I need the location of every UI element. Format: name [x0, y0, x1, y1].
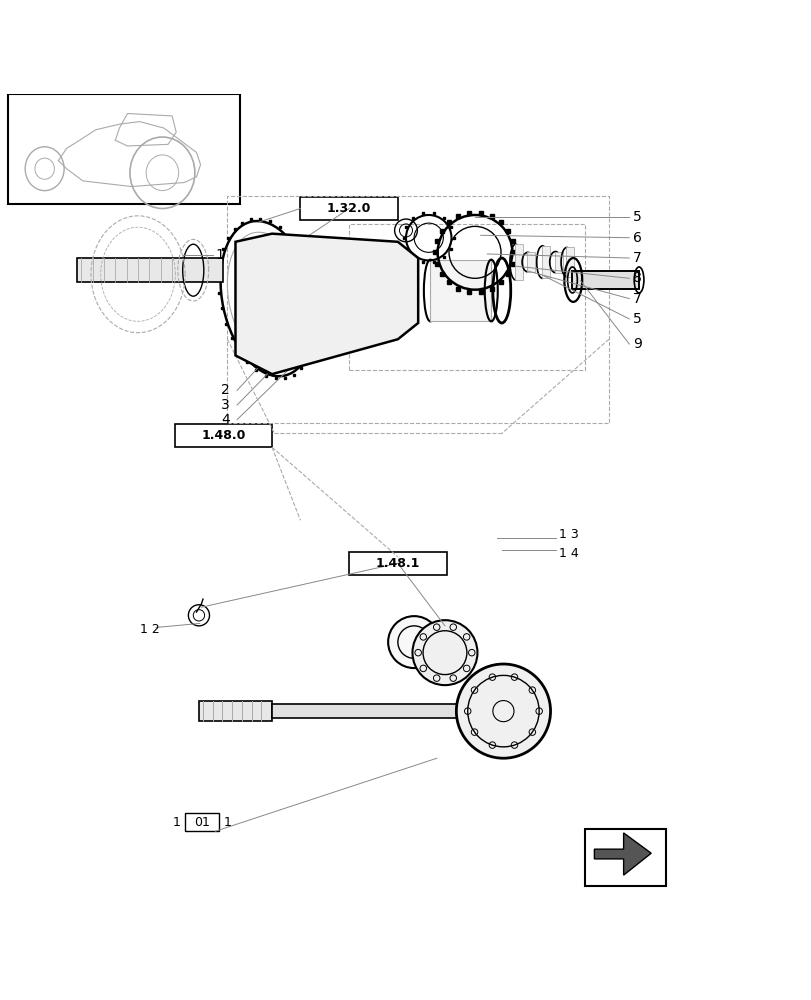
Text: 9: 9: [633, 337, 642, 351]
Ellipse shape: [388, 616, 440, 668]
Text: 1: 1: [173, 816, 181, 829]
Polygon shape: [235, 234, 418, 374]
Bar: [199, 701, 272, 721]
Bar: [272, 704, 478, 718]
Text: 1 3: 1 3: [558, 528, 577, 541]
Bar: [514, 244, 522, 280]
Text: 1.48.1: 1.48.1: [375, 557, 419, 570]
Text: 7: 7: [633, 251, 642, 265]
Text: 1.32.0: 1.32.0: [327, 202, 371, 215]
Bar: [174, 424, 272, 447]
Text: 1 4: 1 4: [558, 547, 577, 560]
Text: 7: 7: [633, 292, 642, 306]
Bar: [572, 271, 638, 289]
Bar: [565, 247, 573, 277]
Polygon shape: [594, 833, 650, 875]
Text: 1.48.0: 1.48.0: [201, 429, 245, 442]
Text: 6: 6: [633, 231, 642, 245]
Bar: [541, 246, 549, 278]
Ellipse shape: [456, 664, 550, 758]
Bar: [185, 813, 219, 831]
Text: 1 2: 1 2: [139, 623, 159, 636]
Text: 01: 01: [194, 816, 210, 829]
Bar: [300, 197, 397, 220]
Text: 2: 2: [221, 383, 230, 397]
Bar: [77, 258, 223, 282]
Bar: [349, 552, 446, 575]
Text: 8: 8: [633, 271, 642, 285]
Text: 1: 1: [215, 248, 224, 262]
Bar: [554, 252, 562, 273]
Text: 1: 1: [223, 816, 231, 829]
Text: 5: 5: [633, 210, 642, 224]
Text: 3: 3: [221, 398, 230, 412]
Bar: [430, 260, 491, 321]
Text: 5: 5: [633, 312, 642, 326]
Text: 4: 4: [221, 413, 230, 427]
Bar: [526, 252, 534, 272]
Bar: [8, 94, 239, 204]
Ellipse shape: [412, 620, 477, 685]
Bar: [584, 829, 665, 886]
